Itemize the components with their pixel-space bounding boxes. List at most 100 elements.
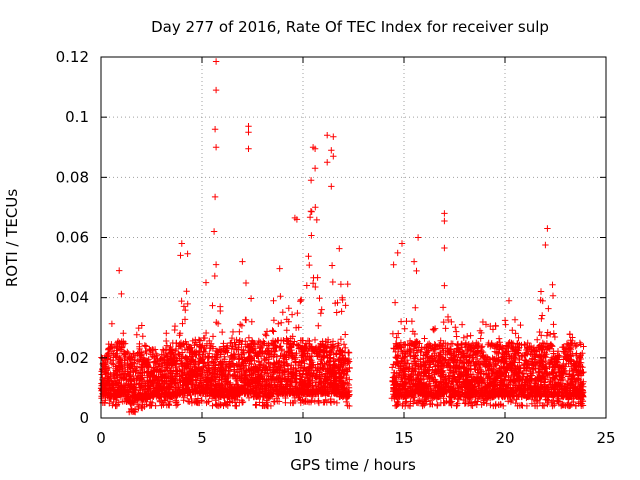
data-point bbox=[147, 378, 154, 385]
data-point bbox=[217, 401, 224, 408]
data-point bbox=[333, 399, 341, 407]
data-point bbox=[108, 360, 116, 367]
data-points bbox=[97, 58, 587, 416]
data-point bbox=[393, 334, 400, 341]
data-point bbox=[211, 392, 218, 399]
data-point bbox=[195, 381, 202, 389]
data-point bbox=[242, 279, 250, 287]
data-point bbox=[235, 350, 242, 358]
data-point bbox=[189, 374, 197, 381]
data-point bbox=[108, 341, 115, 348]
data-point bbox=[342, 331, 349, 338]
data-point bbox=[118, 290, 125, 298]
data-point bbox=[253, 402, 260, 409]
data-point bbox=[312, 382, 320, 390]
data-point bbox=[395, 385, 402, 392]
data-point bbox=[256, 348, 263, 356]
data-point bbox=[309, 280, 317, 287]
data-point bbox=[152, 360, 160, 368]
data-point bbox=[240, 363, 247, 371]
data-point bbox=[341, 349, 349, 356]
data-point bbox=[277, 387, 284, 395]
data-point bbox=[321, 353, 328, 360]
data-point bbox=[439, 347, 447, 354]
data-point bbox=[132, 408, 139, 416]
data-point bbox=[192, 339, 199, 346]
data-point bbox=[296, 345, 303, 352]
data-point bbox=[204, 381, 211, 389]
data-point bbox=[180, 394, 188, 401]
data-point bbox=[184, 250, 191, 257]
data-point bbox=[418, 346, 425, 353]
data-point bbox=[117, 389, 124, 397]
data-point bbox=[327, 344, 335, 351]
data-point bbox=[270, 353, 277, 360]
data-point bbox=[284, 337, 291, 344]
data-point bbox=[209, 386, 216, 394]
data-point bbox=[402, 379, 409, 387]
data-point bbox=[440, 395, 447, 402]
data-point bbox=[238, 359, 246, 366]
data-point bbox=[133, 363, 141, 370]
data-point bbox=[270, 317, 278, 324]
data-point bbox=[156, 397, 163, 404]
data-point bbox=[297, 396, 304, 403]
data-point bbox=[147, 391, 155, 398]
data-point bbox=[267, 393, 274, 401]
data-point bbox=[148, 372, 156, 379]
data-point bbox=[334, 299, 341, 306]
data-point bbox=[303, 282, 310, 289]
data-point bbox=[178, 297, 185, 305]
data-point bbox=[413, 347, 420, 354]
data-point bbox=[129, 359, 137, 366]
data-point bbox=[304, 350, 311, 357]
data-point bbox=[293, 390, 300, 398]
data-point bbox=[420, 362, 428, 369]
data-point bbox=[122, 382, 129, 390]
data-point bbox=[125, 384, 133, 392]
data-point bbox=[221, 353, 228, 360]
data-point bbox=[283, 356, 290, 363]
data-point bbox=[421, 401, 428, 409]
data-point bbox=[344, 280, 351, 288]
data-point bbox=[256, 399, 263, 406]
data-point bbox=[250, 349, 258, 356]
data-point bbox=[105, 389, 112, 396]
data-point bbox=[120, 330, 127, 337]
data-point bbox=[312, 204, 319, 211]
data-point bbox=[431, 383, 438, 390]
data-point bbox=[440, 340, 447, 347]
data-point bbox=[413, 267, 420, 275]
data-point bbox=[330, 373, 337, 381]
data-point bbox=[401, 358, 408, 366]
data-point bbox=[252, 364, 259, 371]
data-point bbox=[242, 357, 249, 365]
data-point bbox=[315, 398, 322, 405]
data-point bbox=[172, 360, 179, 368]
data-point bbox=[217, 303, 224, 310]
data-point bbox=[243, 362, 250, 369]
data-point bbox=[185, 377, 192, 385]
data-point bbox=[189, 353, 196, 360]
data-point bbox=[413, 383, 420, 391]
data-point bbox=[239, 399, 246, 406]
data-point bbox=[179, 320, 186, 327]
data-point bbox=[282, 390, 290, 397]
data-point bbox=[213, 319, 220, 326]
grid-lines bbox=[101, 57, 606, 418]
data-point bbox=[441, 356, 448, 364]
data-point bbox=[107, 374, 114, 381]
data-point bbox=[336, 347, 343, 355]
data-point bbox=[298, 296, 305, 303]
data-point bbox=[318, 378, 325, 385]
data-point bbox=[411, 330, 418, 338]
data-point bbox=[135, 389, 142, 396]
data-point bbox=[309, 373, 316, 381]
data-point bbox=[149, 399, 156, 407]
data-point bbox=[163, 378, 170, 385]
data-point bbox=[157, 368, 164, 375]
data-point bbox=[224, 345, 231, 352]
data-point bbox=[157, 386, 165, 393]
data-point bbox=[146, 382, 153, 390]
data-point bbox=[397, 363, 404, 370]
